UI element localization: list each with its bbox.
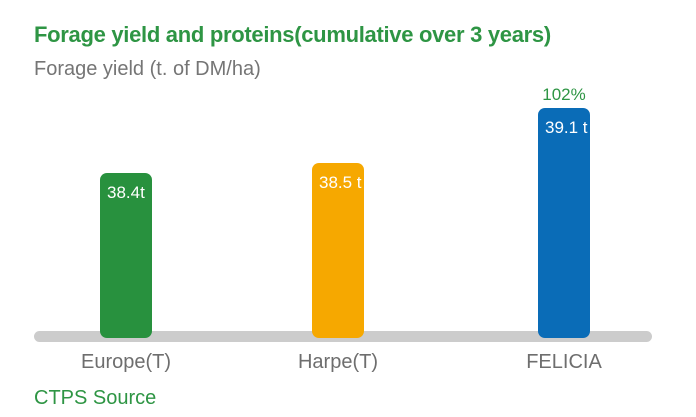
category-label-harpe-t: Harpe(T) <box>297 351 379 373</box>
bar-value-label: 38.5 t <box>319 173 362 192</box>
category-label-felicia: FELICIA <box>526 351 602 373</box>
bar-harpe-t: 38.5 t <box>312 163 364 338</box>
bar-felicia: 39.1 t <box>538 108 590 338</box>
chart-title: Forage yield and proteins(cumulative ove… <box>34 22 551 47</box>
chart-subtitle: Forage yield (t. of DM/ha) <box>34 58 261 80</box>
percentage-annotation: 102% <box>542 85 586 104</box>
bar-europe-t: 38.4t <box>100 173 152 338</box>
bar-value-label: 39.1 t <box>545 118 588 137</box>
category-label-europe-t: Europe(T) <box>80 351 172 373</box>
source-note: CTPS Source <box>34 387 157 409</box>
bar-value-label: 38.4t <box>107 183 145 202</box>
